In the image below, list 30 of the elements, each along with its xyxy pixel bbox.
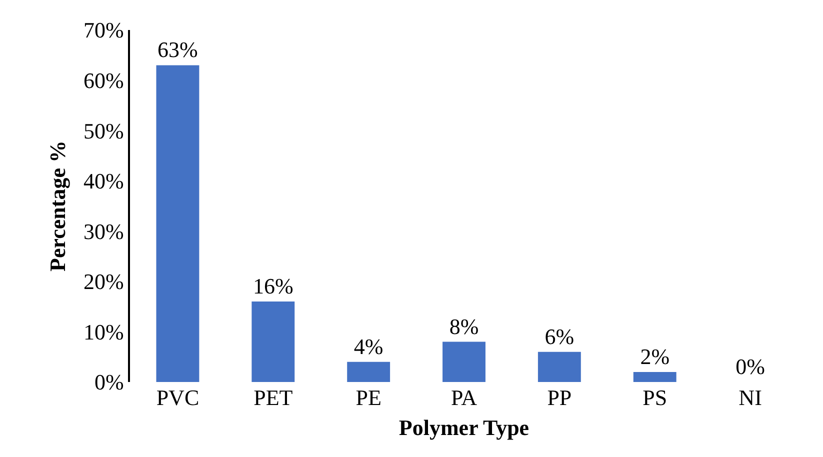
y-tick-label: 10% bbox=[84, 319, 124, 344]
data-label: 63% bbox=[158, 37, 198, 62]
data-label: 0% bbox=[736, 354, 765, 379]
bar bbox=[442, 342, 486, 382]
y-tick-label: 50% bbox=[84, 118, 124, 144]
x-tick-label: PE bbox=[356, 385, 382, 410]
y-tick-label: 0% bbox=[94, 370, 124, 395]
bar bbox=[252, 302, 295, 382]
data-label: 8% bbox=[449, 314, 479, 339]
y-tick-label: 70% bbox=[84, 18, 124, 43]
data-label: 2% bbox=[640, 344, 670, 369]
data-label: 16% bbox=[252, 274, 294, 299]
data-label: 4% bbox=[354, 334, 384, 359]
bar bbox=[347, 362, 390, 382]
y-tick-label: 30% bbox=[84, 218, 124, 244]
y-tick-label: 60% bbox=[84, 68, 124, 93]
y-axis-title: Percentage % bbox=[44, 140, 70, 272]
x-tick-label: PET bbox=[254, 385, 294, 410]
x-tick-label: NI bbox=[738, 385, 762, 410]
data-label: 6% bbox=[544, 324, 574, 349]
bar bbox=[156, 65, 200, 382]
x-tick-label: PVC bbox=[156, 385, 200, 410]
x-tick-label: PP bbox=[547, 385, 572, 410]
x-axis-title: Polymer Type bbox=[398, 414, 530, 440]
y-tick-label: 20% bbox=[84, 269, 124, 294]
x-tick-label: PA bbox=[450, 385, 478, 410]
x-tick-label: PS bbox=[642, 385, 668, 410]
bar bbox=[633, 372, 676, 382]
bar bbox=[538, 352, 581, 382]
y-tick-label: 40% bbox=[84, 168, 124, 194]
